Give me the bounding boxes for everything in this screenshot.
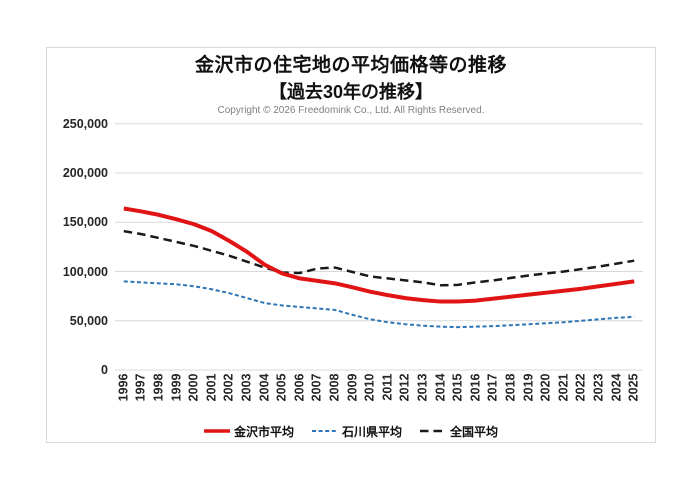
x-axis-label: 2000 — [186, 373, 201, 402]
x-axis-label: 2022 — [573, 373, 588, 402]
x-axis-label: 2005 — [274, 373, 289, 402]
y-axis-label: 50,000 — [69, 313, 108, 328]
legend-swatch-kanazawa — [203, 429, 230, 433]
legend-label-ishikawa: 石川県平均 — [341, 424, 402, 439]
x-axis-label: 2013 — [415, 373, 430, 402]
legend: 金沢市平均 石川県平均 全国平均 — [46, 421, 656, 441]
x-axis-label: 2007 — [309, 373, 324, 402]
x-axis-label: 1998 — [151, 373, 166, 402]
series-ishikawa-line — [123, 280, 635, 329]
x-axis-label: 2021 — [556, 373, 571, 402]
legend-label-kanazawa: 金沢市平均 — [233, 424, 294, 439]
series-kanazawa-line — [123, 206, 635, 304]
y-axis-label: 250,000 — [62, 116, 108, 131]
x-axis-label: 2010 — [362, 373, 377, 402]
x-axis-label: 2009 — [345, 373, 360, 402]
x-axis-label: 2001 — [204, 373, 219, 402]
x-axis-label: 2002 — [221, 373, 236, 402]
legend-swatch-ishikawa — [311, 430, 338, 432]
x-axis-label: 2023 — [591, 373, 606, 402]
y-axis-label: 0 — [101, 363, 108, 377]
y-axis-label: 150,000 — [62, 215, 108, 230]
chart-subtitle: 【過去30年の推移】 — [268, 82, 434, 102]
legend-swatch-zenkoku — [420, 429, 446, 433]
legend-item-zenkoku: 全国平均 — [420, 423, 498, 440]
x-axis-label: 2012 — [397, 373, 412, 402]
x-axis-label: 2018 — [503, 373, 518, 402]
x-axis-label: 1999 — [169, 373, 184, 402]
x-axis-label: 2019 — [521, 373, 536, 402]
legend-label-zenkoku: 全国平均 — [450, 424, 499, 439]
chart-title: 金沢市の住宅地の平均価格等の推移 — [194, 55, 507, 76]
y-axis-label: 100,000 — [62, 264, 108, 279]
legend-item-kanazawa: 金沢市平均 — [203, 423, 294, 440]
x-axis-label: 2008 — [327, 373, 342, 402]
series-zenkoku-line — [123, 229, 635, 287]
x-axis-label: 2016 — [468, 373, 483, 402]
chart-frame — [46, 47, 656, 443]
x-axis-label: 2014 — [433, 373, 448, 402]
x-axis-label: 1996 — [116, 373, 131, 402]
x-axis-label: 2004 — [257, 373, 272, 402]
y-axis-label: 200,000 — [62, 166, 108, 181]
x-axis-label: 2003 — [239, 373, 254, 402]
copyright-text: Copyright © 2026 Freedomink Co., Ltd. Al… — [217, 105, 485, 116]
legend-item-ishikawa: 石川県平均 — [311, 423, 402, 440]
x-axis-label: 2015 — [450, 373, 465, 402]
x-axis-label: 2006 — [292, 373, 307, 402]
x-axis-label: 2017 — [485, 373, 500, 402]
x-axis-label: 2024 — [609, 373, 624, 402]
x-axis-label: 2011 — [380, 373, 395, 401]
x-axis-label: 1997 — [133, 373, 148, 402]
x-axis-label: 2020 — [538, 373, 553, 402]
x-axis-label: 2025 — [626, 373, 641, 402]
